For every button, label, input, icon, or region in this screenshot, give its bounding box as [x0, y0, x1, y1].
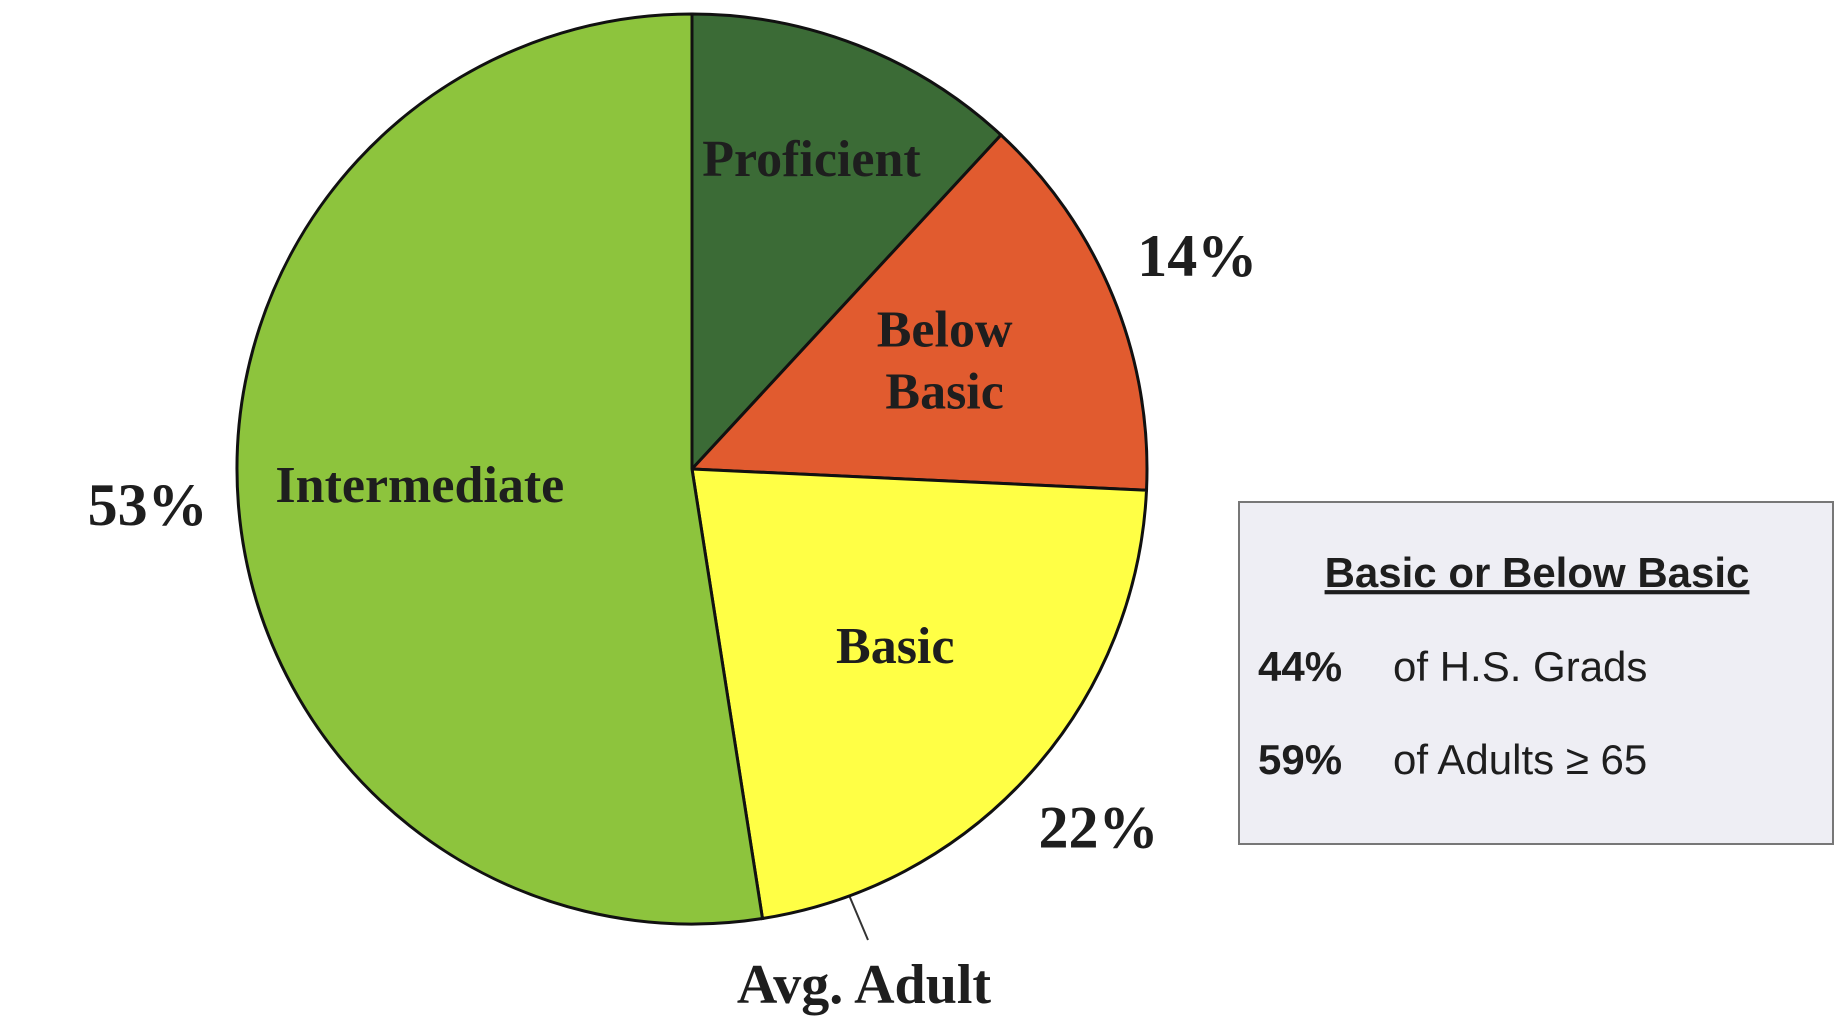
value-label: 53% — [88, 472, 208, 538]
slice-label: Basic — [836, 618, 954, 675]
slice-label: Proficient — [702, 131, 921, 188]
annotation: Avg. Adult — [737, 954, 991, 1016]
box-text: of Adults ≥ 65 — [1393, 736, 1647, 783]
pie-slice — [235, 12, 765, 926]
box-value: 44% — [1258, 643, 1342, 690]
box-title: Basic or Below Basic — [1325, 549, 1750, 596]
slice-label: Intermediate — [275, 457, 564, 514]
value-label: 22% — [1039, 794, 1159, 860]
pie-slice — [690, 12, 1004, 473]
value-label: 14% — [1137, 223, 1257, 289]
pie-slice — [690, 467, 1149, 921]
pie-slice — [688, 132, 1149, 492]
box-value: 59% — [1258, 736, 1342, 783]
box-text: of H.S. Grads — [1393, 643, 1647, 690]
summary-box — [1238, 501, 1834, 845]
slice-label: Below Basic — [877, 301, 1013, 420]
